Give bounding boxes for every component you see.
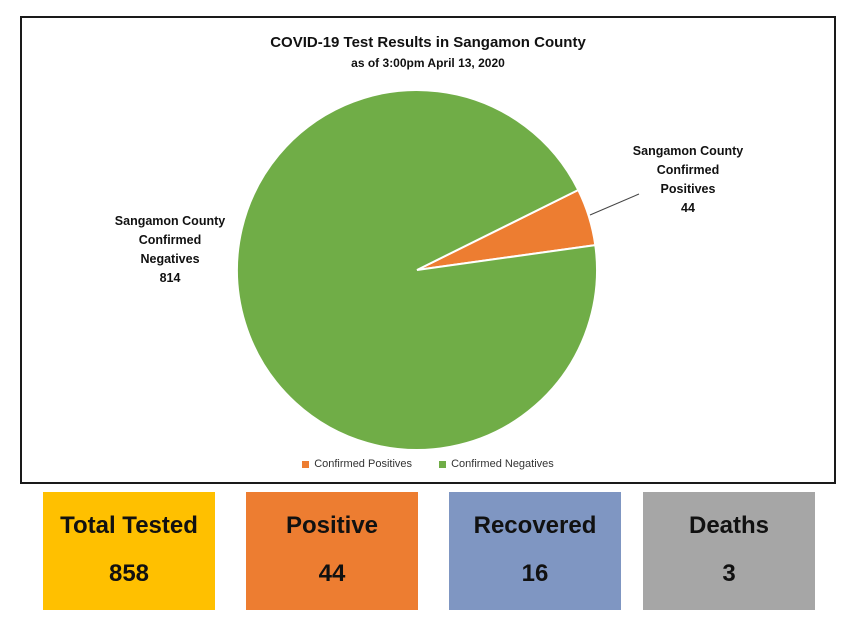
legend-label-positives: Confirmed Positives <box>314 458 413 470</box>
pie-slice-negatives <box>236 89 598 451</box>
positive-label: Positive <box>285 512 379 539</box>
legend-item-negatives: Confirmed Negatives <box>439 458 554 470</box>
slice-label-positives: Sangamon County Confirmed Positives 44 <box>632 144 744 215</box>
positive-tile: Positive 44 <box>246 492 418 610</box>
legend-swatch-negatives <box>439 460 447 468</box>
legend-swatch-positives <box>302 460 310 468</box>
deaths-label: Deaths <box>688 512 770 539</box>
legend-item-positives: Confirmed Positives <box>302 458 412 470</box>
pie-chart: COVID-19 Test Results in Sangamon County… <box>20 16 836 484</box>
pie-plot <box>236 89 640 451</box>
total-tested-tile: Total Tested 858 <box>43 492 215 610</box>
recovered-value: 16 <box>521 560 549 587</box>
positive-value: 44 <box>318 560 346 587</box>
chart-subtitle: as of 3:00pm April 13, 2020 <box>351 56 505 70</box>
positives-leader-line <box>589 193 640 216</box>
chart-title: COVID-19 Test Results in Sangamon County <box>270 34 586 51</box>
deaths-value: 3 <box>722 560 736 587</box>
chart-legend: Confirmed Positives Confirmed Negatives <box>22 458 834 471</box>
total-tested-value: 858 <box>108 560 150 587</box>
recovered-tile: Recovered 16 <box>449 492 621 610</box>
slice-label-negatives: Sangamon County Confirmed Negatives 814 <box>114 214 226 285</box>
recovered-label: Recovered <box>473 512 597 539</box>
legend-label-negatives: Confirmed Negatives <box>451 458 554 470</box>
deaths-tile: Deaths 3 <box>643 492 815 610</box>
total-tested-label: Total Tested <box>60 512 198 539</box>
